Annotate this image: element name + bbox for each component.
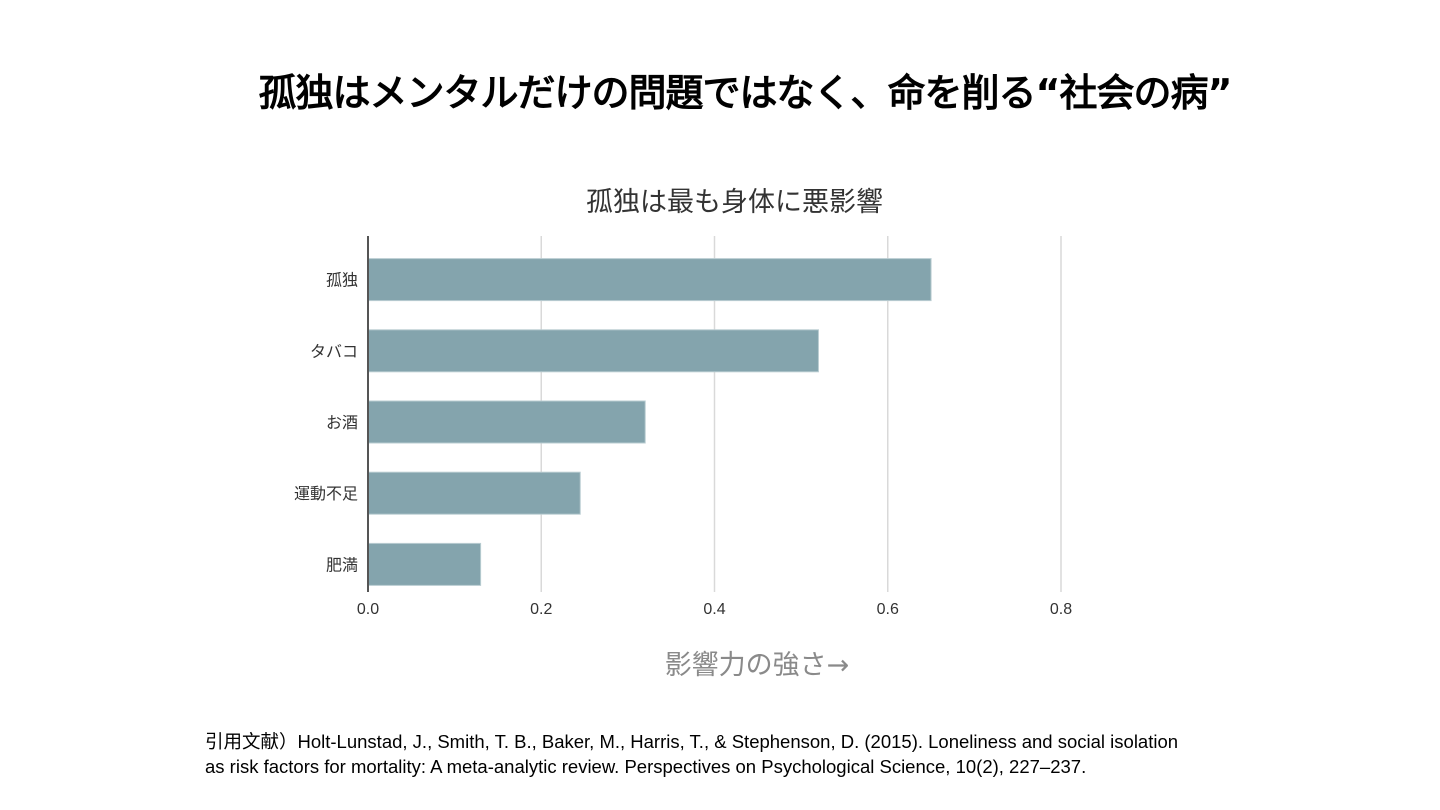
bar-4 [367,471,581,515]
citation-line-1: 引用文献）Holt-Lunstad, J., Smith, T. B., Bak… [205,731,1179,752]
category-label: 孤独 [326,271,358,290]
x-tick-label: 0.8 [1050,601,1072,618]
category-label: タバコ [310,342,358,361]
chart-title: 孤独は最も身体に悪影響 [586,187,883,218]
x-tick-label: 0.0 [357,601,379,618]
x-axis-label: 影響力の強さ→ [665,650,850,681]
bar-2 [367,329,819,373]
citation: 引用文献）Holt-Lunstad, J., Smith, T. B., Bak… [205,729,1305,779]
bar-3 [367,400,646,444]
category-label: 運動不足 [294,484,358,503]
x-tick-label: 0.6 [877,601,899,618]
slide-title: 孤独はメンタルだけの問題ではなく、命を削る“社会の病” [258,71,1233,115]
x-tick-label: 0.4 [703,601,725,618]
x-tick-label: 0.2 [530,601,552,618]
citation-line-2: as risk factors for mortality: A meta-an… [205,756,1087,777]
x-tick-labels: 0.0 0.2 0.4 0.6 0.8 [357,601,1072,618]
category-label: 肥満 [326,555,358,574]
bars [367,258,932,586]
bar-1 [367,258,932,302]
bar-5 [367,542,482,586]
category-label: お酒 [326,413,358,432]
